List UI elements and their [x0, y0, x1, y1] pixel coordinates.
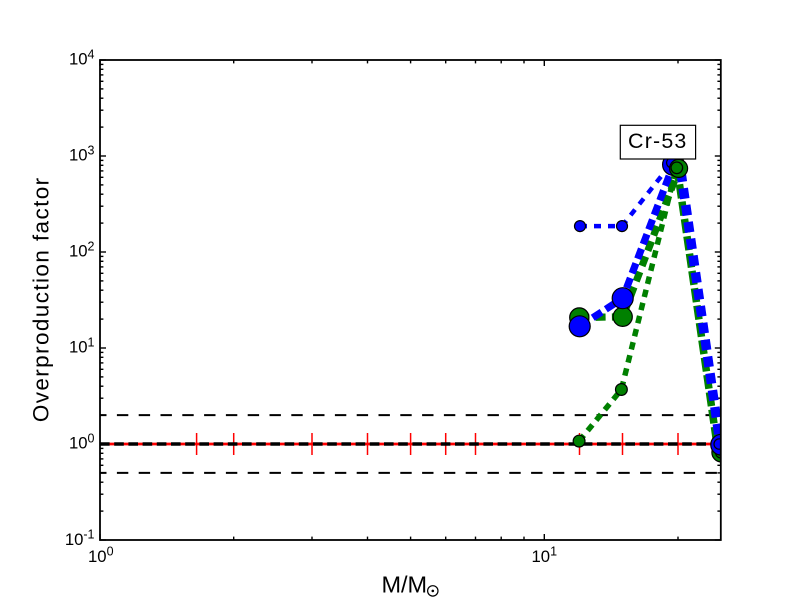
svg-text:Overproduction factor: Overproduction factor	[28, 176, 53, 422]
svg-text:M/M: M/M	[381, 572, 427, 598]
svg-text:Cr-53: Cr-53	[628, 129, 688, 153]
